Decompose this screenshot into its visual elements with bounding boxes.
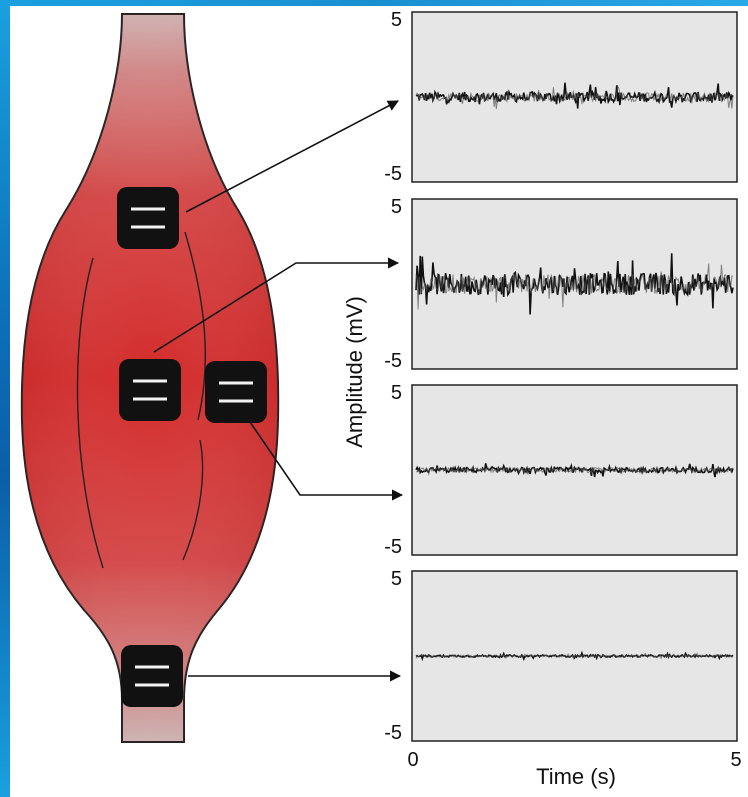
electrode-middle-left (119, 359, 181, 421)
emg-trace-secondary (415, 84, 734, 110)
emg-signal-4: 5 -5 (384, 568, 738, 744)
frame-accent-top (0, 0, 748, 6)
connector-arrows (153, 100, 404, 682)
emg-trace-secondary (415, 263, 734, 310)
emg-signal-2: 5 -5 (384, 196, 738, 372)
x-tick-label-5: 5 (730, 749, 741, 771)
arrow-electrode-middle-left (153, 257, 400, 353)
emg-signal-3: 5 -5 (384, 382, 738, 558)
y-axis-label: Amplitude (mV) (342, 296, 367, 448)
frame-accent-left (0, 0, 10, 797)
y-tick-label-bottom: -5 (384, 350, 402, 372)
y-tick-label-top: 5 (391, 196, 402, 218)
x-tick-label-0: 0 (407, 749, 418, 771)
y-tick-label-top: 5 (391, 568, 402, 590)
y-tick-label-bottom: -5 (384, 163, 402, 185)
electrode-pad (117, 187, 179, 249)
muscle-fiber-line (76, 257, 104, 569)
electrode-upper (117, 187, 179, 249)
y-tick-label-bottom: -5 (384, 722, 402, 744)
arrow-electrode-upper (185, 100, 399, 213)
muscle-fiber-line (184, 231, 207, 421)
y-tick-label-top: 5 (391, 9, 402, 31)
electrode-pad (119, 359, 181, 421)
x-axis-label: Time (s) (536, 764, 616, 789)
electrode-lower (121, 645, 183, 707)
electrode-pad (121, 645, 183, 707)
emg-trace-secondary (416, 466, 734, 476)
arrow-electrode-middle-right (249, 421, 404, 501)
electrode-middle-right (205, 361, 267, 423)
electrode-pad (205, 361, 267, 423)
y-tick-label-top: 5 (391, 382, 402, 404)
emg-signal-1: 5 -5 (384, 9, 738, 185)
emg-trace-secondary (415, 652, 734, 661)
muscle-fiber-line (182, 439, 204, 561)
y-tick-label-bottom: -5 (384, 536, 402, 558)
